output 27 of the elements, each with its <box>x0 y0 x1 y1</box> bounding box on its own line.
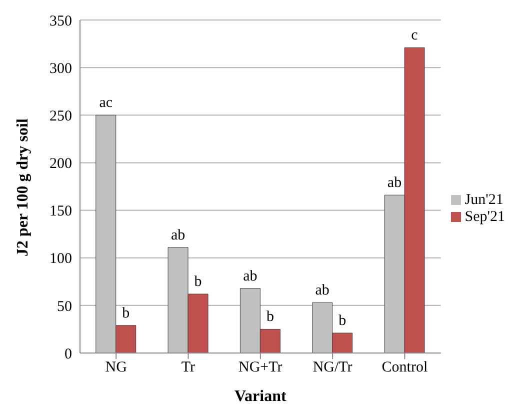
y-axis-title: J2 per 100 g dry soil <box>14 118 32 256</box>
x-tick-label: NG+Tr <box>238 360 282 376</box>
y-tick-label: 150 <box>50 204 72 220</box>
data-label: b <box>266 309 274 326</box>
data-label: b <box>122 305 130 322</box>
y-tick-label: 100 <box>50 251 72 268</box>
x-tick-label: NG <box>105 360 128 376</box>
x-tick-label: Tr <box>181 360 196 376</box>
data-label: ab <box>243 268 258 284</box>
y-tick-label: 300 <box>50 60 72 77</box>
data-label: c <box>411 28 418 44</box>
y-tick-label: 0 <box>64 346 72 362</box>
data-label: ab <box>387 175 402 192</box>
data-label: ac <box>99 95 113 112</box>
y-tick-label: 50 <box>57 298 72 315</box>
data-label: b <box>338 313 346 330</box>
data-label: b <box>194 274 202 290</box>
legend-label: Jun'21 <box>464 192 504 208</box>
data-label: ab <box>170 227 186 244</box>
x-tick-label: Control <box>382 360 428 376</box>
legend-label: Sep'21 <box>464 208 505 224</box>
x-tick-label: NG/Tr <box>312 360 352 376</box>
data-label: ab <box>315 282 330 299</box>
y-tick-label: 200 <box>50 156 72 172</box>
y-tick-label: 250 <box>50 108 72 124</box>
x-axis-title: Variant <box>234 388 287 405</box>
y-tick-label: 350 <box>50 13 72 30</box>
